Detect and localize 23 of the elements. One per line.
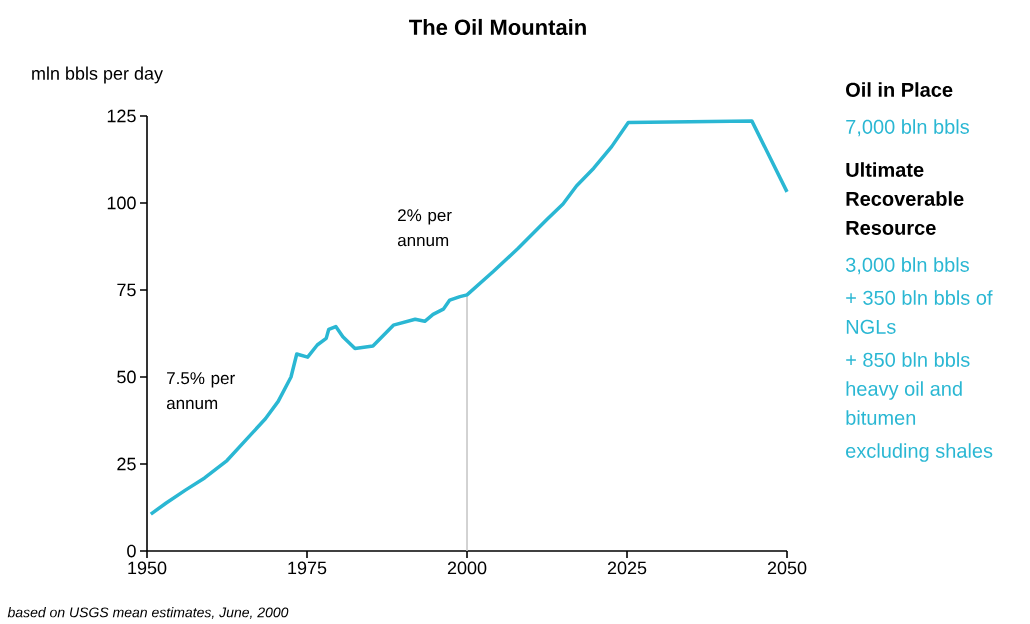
x-tick-label: 2050 (767, 561, 807, 575)
y-axis-title: mln bbls per day (32, 66, 163, 84)
x-tick-label: 1975 (288, 561, 327, 575)
text: Oil in Place (846, 82, 953, 97)
annotation: 2% per annum (397, 209, 452, 247)
annotation: 7.5% per annum (166, 372, 235, 410)
line-series (149, 119, 789, 516)
text: Ultimate Recoverable Resource (846, 162, 964, 235)
text: based on USGS mean estimates, June, 2000 (7, 607, 289, 619)
text: 7,000 bln bbls (846, 119, 969, 137)
y-tick-label: 75 (117, 283, 136, 297)
text: excluding shales (846, 443, 993, 462)
y-tick-label: 125 (107, 109, 136, 123)
text: 3,000 bln bbls (845, 257, 969, 275)
y-tick-label: 25 (117, 457, 136, 471)
y-tick-label: 50 (117, 370, 136, 384)
x-tick-label: 2000 (447, 561, 487, 575)
y-tick-label: 0 (127, 544, 136, 558)
chart-title: The Oil Mountain (409, 18, 586, 36)
x-tick-label: 2025 (607, 561, 647, 575)
x-tick-label: 1950 (128, 561, 167, 575)
y-tick-label: 100 (107, 196, 136, 210)
text: + 350 bln bbls of NGLs (846, 290, 993, 334)
